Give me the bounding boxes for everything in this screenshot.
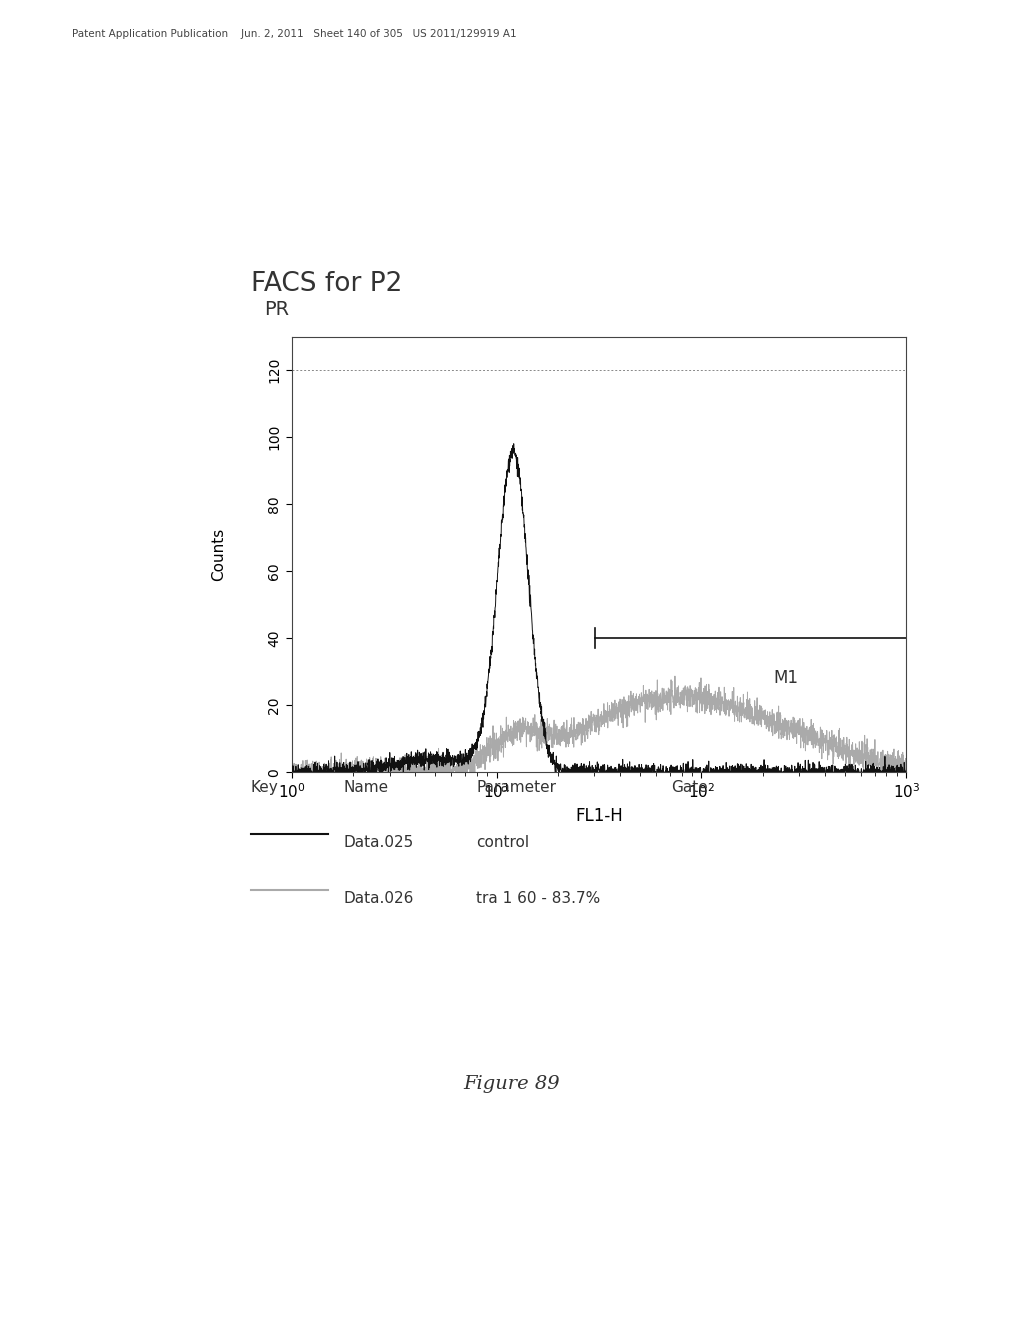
X-axis label: FL1-H: FL1-H bbox=[575, 807, 623, 825]
Text: Figure 89: Figure 89 bbox=[464, 1074, 560, 1093]
Text: Gate: Gate bbox=[671, 780, 708, 795]
Text: Data.025: Data.025 bbox=[343, 836, 414, 850]
Text: Patent Application Publication    Jun. 2, 2011   Sheet 140 of 305   US 2011/1299: Patent Application Publication Jun. 2, 2… bbox=[72, 29, 516, 40]
Text: Key: Key bbox=[251, 780, 279, 795]
Text: PR: PR bbox=[264, 301, 290, 319]
Text: Name: Name bbox=[343, 780, 388, 795]
Text: control: control bbox=[476, 836, 529, 850]
Y-axis label: Counts: Counts bbox=[211, 528, 225, 581]
Text: M1: M1 bbox=[773, 669, 798, 688]
Text: FACS for P2: FACS for P2 bbox=[251, 271, 402, 297]
Text: Data.026: Data.026 bbox=[343, 891, 414, 906]
Text: Parameter: Parameter bbox=[476, 780, 556, 795]
Text: tra 1 60 - 83.7%: tra 1 60 - 83.7% bbox=[476, 891, 600, 906]
